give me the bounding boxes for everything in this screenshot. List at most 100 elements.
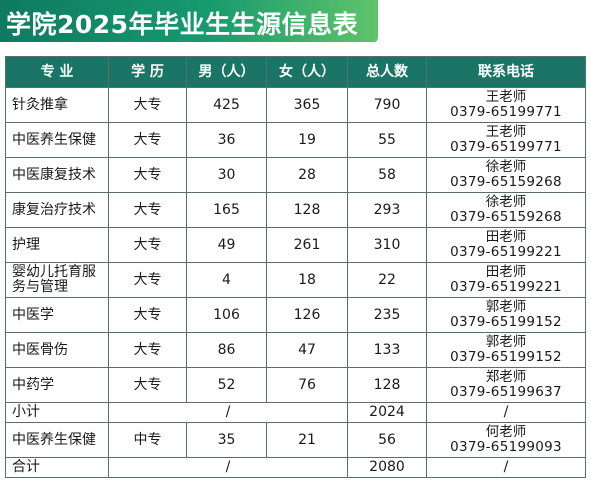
total-cell: 56 — [347, 422, 427, 458]
contact-phone: 0379-65199093 — [450, 439, 562, 455]
contact-cell: 郭老师 0379-65199152 — [426, 332, 586, 368]
contact-name: 王老师 — [485, 89, 527, 105]
table-row: 康复治疗技术 大专 165 128 293 徐老师 0379-65159268 — [5, 192, 586, 228]
major-cell: 中医骨伤 — [5, 332, 109, 368]
table-row: 中医骨伤 大专 86 47 133 郭老师 0379-65199152 — [5, 332, 586, 368]
level-cell: 大专 — [108, 297, 187, 333]
major-cell: 中医养生保健 — [5, 422, 109, 458]
level-cell: 大专 — [108, 87, 187, 123]
contact-cell: 徐老师 0379-65159268 — [426, 192, 586, 228]
table-row: 中药学 大专 52 76 128 郑老师 0379-65199637 — [5, 367, 586, 403]
male-cell: 86 — [186, 332, 267, 368]
contact-phone: 0379-65159268 — [450, 209, 562, 225]
contact-cell: 王老师 0379-65199771 — [426, 87, 586, 123]
male-cell: 165 — [186, 192, 267, 228]
contact-name: 徐老师 — [485, 194, 527, 210]
contact-cell: 田老师 0379-65199221 — [426, 262, 586, 298]
table-row: 中医康复技术 大专 30 28 58 徐老师 0379-65159268 — [5, 157, 586, 193]
header-female: 女（人） — [266, 56, 348, 88]
female-cell: 21 — [266, 422, 348, 458]
graduate-info-table: 专 业 学 历 男（人） 女（人） 总人数 联系电话 针灸推拿 大专 425 3… — [5, 56, 586, 478]
male-cell: 106 — [186, 297, 267, 333]
total-cell: 133 — [347, 332, 427, 368]
level-cell: 大专 — [108, 332, 187, 368]
contact-name: 何老师 — [485, 424, 527, 440]
male-cell: 30 — [186, 157, 267, 193]
major-cell: 中医学 — [5, 297, 109, 333]
major-cell: 中医养生保健 — [5, 122, 109, 158]
level-cell: 大专 — [108, 192, 187, 228]
subtotal-slash: / — [108, 402, 348, 423]
contact-cell: 田老师 0379-65199221 — [426, 227, 586, 263]
table-row: 中医养生保健 中专 35 21 56 何老师 0379-65199093 — [5, 422, 586, 458]
female-cell: 18 — [266, 262, 348, 298]
total-cell: 293 — [347, 192, 427, 228]
contact-name: 郑老师 — [485, 369, 527, 385]
grand-total-slash: / — [108, 457, 348, 478]
table-row: 中医养生保健 大专 36 19 55 王老师 0379-65199771 — [5, 122, 586, 158]
contact-cell: 王老师 0379-65199771 — [426, 122, 586, 158]
table-header-row: 专 业 学 历 男（人） 女（人） 总人数 联系电话 — [5, 56, 586, 88]
major-cell: 护理 — [5, 227, 109, 263]
contact-phone: 0379-65199152 — [450, 349, 562, 365]
contact-phone: 0379-65199221 — [450, 279, 562, 295]
level-cell: 大专 — [108, 262, 187, 298]
level-cell: 大专 — [108, 122, 187, 158]
title-banner: 学院2025年毕业生生源信息表 — [0, 0, 378, 42]
subtotal-label: 小计 — [5, 402, 109, 423]
major-cell: 中医康复技术 — [5, 157, 109, 193]
male-cell: 425 — [186, 87, 267, 123]
table-row: 婴幼儿托育服务与管理 大专 4 18 22 田老师 0379-65199221 — [5, 262, 586, 298]
header-level: 学 历 — [108, 56, 187, 88]
level-cell: 大专 — [108, 157, 187, 193]
male-cell: 35 — [186, 422, 267, 458]
grand-total-label: 合计 — [5, 457, 109, 478]
contact-name: 郭老师 — [485, 299, 527, 315]
major-cell: 婴幼儿托育服务与管理 — [5, 262, 109, 298]
header-contact: 联系电话 — [426, 56, 586, 88]
female-cell: 126 — [266, 297, 348, 333]
major-cell: 康复治疗技术 — [5, 192, 109, 228]
total-cell: 128 — [347, 367, 427, 403]
table-row: 针灸推拿 大专 425 365 790 王老师 0379-65199771 — [5, 87, 586, 123]
contact-cell: 郭老师 0379-65199152 — [426, 297, 586, 333]
contact-name: 田老师 — [485, 229, 527, 245]
level-cell: 大专 — [108, 227, 187, 263]
contact-cell: 何老师 0379-65199093 — [426, 422, 586, 458]
total-cell: 790 — [347, 87, 427, 123]
contact-phone: 0379-65199221 — [450, 244, 562, 260]
contact-phone: 0379-65199771 — [450, 104, 562, 120]
female-cell: 76 — [266, 367, 348, 403]
table-row: 中医学 大专 106 126 235 郭老师 0379-65199152 — [5, 297, 586, 333]
level-cell: 中专 — [108, 422, 187, 458]
contact-name: 田老师 — [485, 264, 527, 280]
subtotal-total: 2024 — [347, 402, 427, 423]
header-major: 专 业 — [5, 56, 109, 88]
total-cell: 235 — [347, 297, 427, 333]
major-cell: 针灸推拿 — [5, 87, 109, 123]
subtotal-row: 小计 / 2024 / — [5, 402, 586, 423]
grand-total-total: 2080 — [347, 457, 427, 478]
page-title: 学院2025年毕业生生源信息表 — [6, 10, 359, 39]
major-cell: 中药学 — [5, 367, 109, 403]
female-cell: 28 — [266, 157, 348, 193]
header-male: 男（人） — [186, 56, 267, 88]
female-cell: 47 — [266, 332, 348, 368]
contact-cell: 郑老师 0379-65199637 — [426, 367, 586, 403]
male-cell: 4 — [186, 262, 267, 298]
female-cell: 128 — [266, 192, 348, 228]
table-row: 护理 大专 49 261 310 田老师 0379-65199221 — [5, 227, 586, 263]
contact-cell: 徐老师 0379-65159268 — [426, 157, 586, 193]
subtotal-contact: / — [426, 402, 586, 423]
total-cell: 310 — [347, 227, 427, 263]
level-cell: 大专 — [108, 367, 187, 403]
female-cell: 365 — [266, 87, 348, 123]
total-cell: 22 — [347, 262, 427, 298]
male-cell: 49 — [186, 227, 267, 263]
contact-phone: 0379-65199637 — [450, 384, 562, 400]
header-total: 总人数 — [347, 56, 427, 88]
total-cell: 58 — [347, 157, 427, 193]
female-cell: 19 — [266, 122, 348, 158]
female-cell: 261 — [266, 227, 348, 263]
contact-phone: 0379-65159268 — [450, 174, 562, 190]
